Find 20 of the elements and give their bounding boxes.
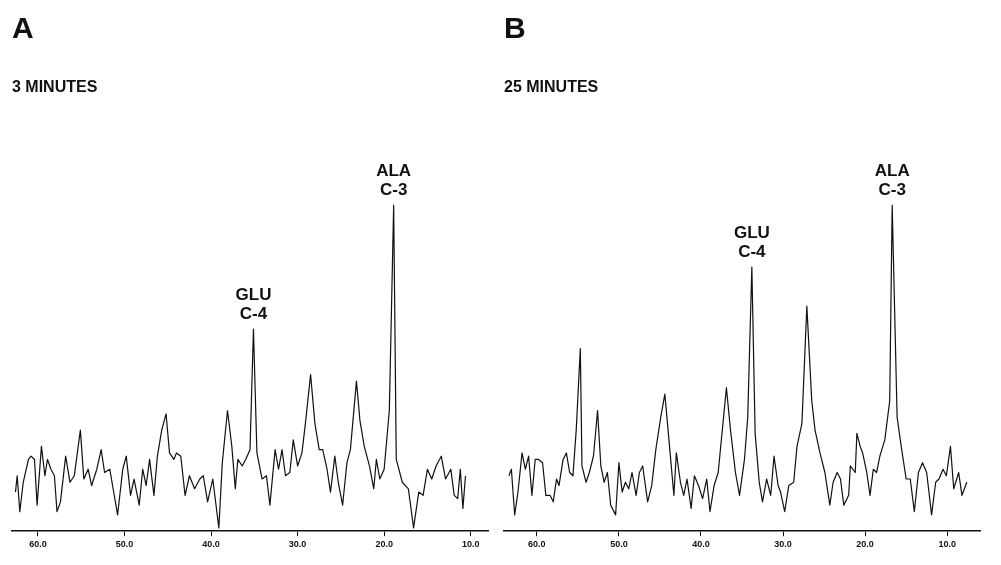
x-tick-label: 40.0	[692, 539, 710, 550]
x-tick-label: 20.0	[375, 539, 393, 550]
annotation: ALA C-3	[874, 161, 910, 200]
x-tick-label: 60.0	[29, 539, 47, 550]
x-tick-label: 60.0	[528, 539, 546, 550]
annotation: GLU C-4	[235, 285, 272, 324]
annotation: ALA C-3	[376, 161, 412, 200]
chart-title: A	[12, 11, 34, 45]
chart-title: B	[504, 11, 526, 45]
annotation: GLU C-4	[733, 223, 770, 262]
x-tick-label: 10.0	[461, 539, 480, 550]
x-tick-label: 40.0	[202, 539, 220, 550]
x-tick-label: 30.0	[774, 539, 792, 550]
x-tick-label: 30.0	[288, 539, 307, 550]
x-tick-label: 50.0	[115, 539, 134, 550]
chart-subtitle: 25 MINUTES	[504, 78, 599, 96]
x-tick-label: 50.0	[610, 539, 628, 550]
x-tick-label: 10.0	[938, 539, 956, 550]
chart-subtitle: 3 MINUTES	[12, 78, 98, 96]
x-tick-label: 20.0	[856, 539, 874, 550]
